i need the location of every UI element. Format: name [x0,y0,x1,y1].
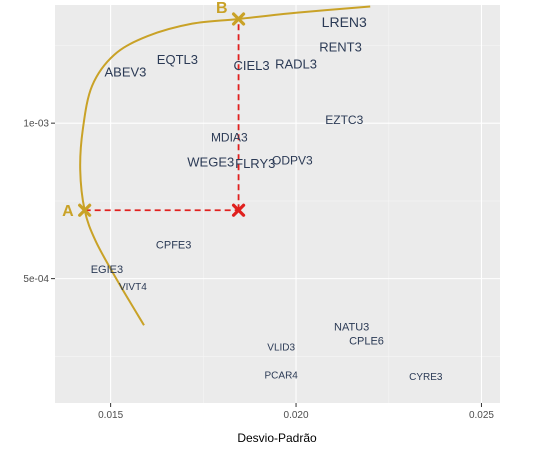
x-marker-stroke [231,203,246,217]
point-label-wege3: WEGE3 [187,155,234,170]
guide-lines [84,18,240,212]
y-tick-label: 1e-03 [23,119,49,130]
point-label-eqtl3: EQTL3 [157,52,198,67]
x-axis-title: Desvio-Padrão [237,431,317,445]
marker-letter-b: B [216,0,228,17]
point-label-cpfe3: CPFE3 [156,239,191,251]
point-label-abev3: ABEV3 [104,64,146,79]
y-axis-ticks: 5e-04 1e-03 [23,119,55,285]
y-tick-label: 5e-04 [23,274,49,285]
point-label-pcar4: PCAR4 [265,371,299,382]
plot-panel [55,5,500,403]
point-label-cple6: CPLE6 [349,336,384,348]
point-label-mdia3: MDIA3 [211,130,248,144]
point-label-ciel3: CIEL3 [233,58,269,73]
point-label-lren3: LREN3 [322,14,367,30]
x-tick-label: 0.020 [284,410,309,421]
point-label-rent3: RENT3 [319,40,362,55]
x-tick-label: 0.025 [469,410,494,421]
point-label-vivt4: VIVT4 [119,282,147,293]
x-axis-ticks: 0.015 0.020 0.025 [98,403,494,421]
markers: AB [62,0,246,220]
x-tick-label: 0.015 [98,410,123,421]
point-label-egie3: EGIE3 [91,264,123,276]
point-label-vlid3: VLID3 [267,343,295,354]
point-labels: LREN3 RENT3 EQTL3 ABEV3 CIEL3 RADL3 EZTC3 MDIA3… [91,14,443,383]
point-label-eztc3: EZTC3 [325,113,363,127]
grid-lines [55,5,500,403]
point-label-odpv3: ODPV3 [272,154,313,168]
x-marker-red [231,203,246,217]
x-marker-a: A [62,203,92,220]
point-label-flry3: FLRY3 [235,156,275,171]
point-label-natu3: NATU3 [334,322,369,334]
x-marker-stroke [78,203,92,217]
x-marker-b: B [216,0,246,26]
point-label-radl3: RADL3 [275,57,317,72]
x-marker-stroke [231,12,246,26]
point-label-cyre3: CYRE3 [409,372,443,383]
marker-letter-a: A [62,203,74,220]
